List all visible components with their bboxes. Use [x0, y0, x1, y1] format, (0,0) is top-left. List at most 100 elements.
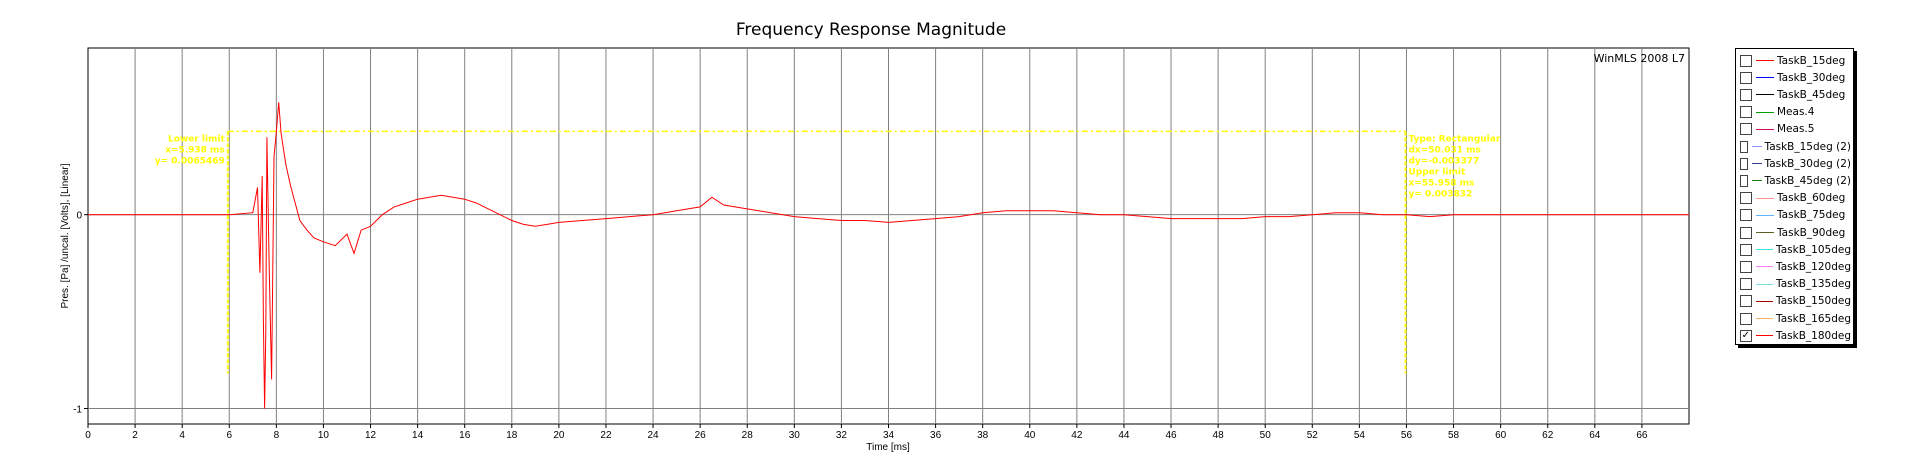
chart-title: Frequency Response Magnitude — [735, 20, 1007, 40]
y-tick-label: 0 — [76, 211, 82, 222]
cursor-upper-label: Upper limit — [1408, 167, 1466, 177]
x-tick-label: 24 — [647, 430, 659, 441]
x-tick-label: 14 — [412, 430, 424, 441]
legend-checkbox[interactable]: ✓ — [1740, 329, 1752, 342]
legend-item[interactable]: Meas.5 — [1738, 121, 1851, 138]
cursor-upper-label: x=55.958 ms — [1408, 178, 1474, 188]
legend-checkbox[interactable] — [1740, 295, 1752, 308]
x-tick-label: 58 — [1448, 430, 1460, 441]
x-tick-label: 28 — [742, 430, 754, 441]
cursor-lower-label: x=5.938 ms — [165, 145, 225, 155]
legend-label: TaskB_180deg — [1776, 329, 1851, 342]
legend-checkbox[interactable] — [1740, 312, 1752, 325]
legend-checkbox[interactable] — [1740, 243, 1752, 256]
x-tick-label: 48 — [1213, 430, 1225, 441]
legend-checkbox[interactable] — [1740, 278, 1752, 291]
legend-item[interactable]: TaskB_30deg — [1738, 69, 1851, 86]
x-tick-label: 38 — [977, 430, 989, 441]
legend-checkbox[interactable] — [1740, 54, 1752, 67]
x-tick-label: 10 — [318, 430, 330, 441]
legend-swatch — [1751, 163, 1762, 165]
legend-item[interactable]: TaskB_75deg — [1738, 207, 1851, 224]
legend-swatch — [1756, 128, 1774, 130]
x-tick-label: 6 — [226, 430, 232, 441]
y-tick-label: -1 — [73, 404, 82, 415]
x-tick-label: 8 — [274, 430, 280, 441]
legend-item[interactable]: TaskB_30deg (2) — [1738, 155, 1851, 172]
legend-label: TaskB_165deg — [1776, 312, 1851, 325]
x-tick-label: 36 — [930, 430, 942, 441]
legend-checkbox[interactable] — [1740, 106, 1752, 119]
legend-checkbox[interactable] — [1740, 174, 1748, 187]
legend-swatch — [1755, 300, 1774, 302]
cursor-lower-label: y= 0.0065469 — [155, 156, 225, 166]
y-axis-label: Pres. [Pa] /uncal. [Volts], [Linear] — [60, 163, 71, 308]
legend-item[interactable]: TaskB_105deg — [1738, 241, 1851, 258]
x-tick-label: 32 — [836, 430, 848, 441]
legend-item[interactable]: TaskB_135deg — [1738, 276, 1851, 293]
y-axis: 0 -1 — [73, 211, 88, 415]
x-tick-label: 16 — [459, 430, 471, 441]
x-tick-label: 4 — [179, 430, 185, 441]
legend-checkbox[interactable] — [1740, 88, 1752, 101]
x-tick-label: 46 — [1165, 430, 1177, 441]
legend-swatch — [1755, 335, 1774, 337]
x-tick-label: 64 — [1589, 430, 1601, 441]
legend-swatch — [1751, 146, 1762, 147]
legend-checkbox[interactable] — [1740, 71, 1752, 84]
legend-item[interactable]: ✓ TaskB_180deg — [1738, 327, 1851, 344]
legend-swatch — [1756, 60, 1774, 61]
legend-label: TaskB_90deg — [1777, 226, 1846, 239]
x-tick-label: 12 — [365, 430, 377, 441]
legend-item[interactable]: TaskB_45deg — [1738, 86, 1851, 103]
legend-item[interactable]: TaskB_120deg — [1738, 258, 1851, 275]
legend-item[interactable]: TaskB_150deg — [1738, 293, 1851, 310]
legend-label: TaskB_150deg — [1776, 295, 1851, 308]
cursor-upper-label: y= 0.003832 — [1408, 189, 1472, 199]
legend-checkbox[interactable] — [1740, 140, 1748, 153]
cursor-lower-label: Lower limit — [168, 134, 226, 144]
cursor-upper-label: dy=-0.003377 — [1408, 156, 1479, 166]
x-tick-label: 22 — [600, 430, 612, 441]
x-tick-label: 2 — [132, 430, 138, 441]
legend-label: TaskB_45deg — [1777, 88, 1846, 101]
x-tick-label: 66 — [1636, 430, 1648, 441]
legend-label: TaskB_120deg — [1776, 260, 1851, 273]
legend-label: Meas.4 — [1777, 106, 1815, 119]
legend-checkbox[interactable] — [1740, 209, 1752, 222]
x-tick-label: 34 — [883, 430, 895, 441]
x-tick-label: 62 — [1542, 430, 1554, 441]
plot-svg: 0 2 4 6 8 10 12 14 16 18 20 22 24 26 28 30 32 34 36 38 40 42 4… — [60, 47, 1690, 453]
legend-swatch — [1755, 249, 1774, 251]
legend-label: TaskB_15deg — [1777, 54, 1846, 67]
x-axis-label: Time [ms] — [866, 442, 910, 453]
legend-item[interactable]: TaskB_165deg — [1738, 310, 1851, 327]
x-tick-label: 30 — [789, 430, 801, 441]
legend-checkbox[interactable] — [1740, 226, 1752, 239]
legend-item[interactable]: TaskB_15deg (2) — [1738, 138, 1851, 155]
legend-label: TaskB_30deg — [1777, 71, 1846, 84]
x-tick-label: 50 — [1260, 430, 1272, 441]
legend-checkbox[interactable] — [1740, 157, 1748, 170]
legend-item[interactable]: Meas.4 — [1738, 104, 1851, 121]
legend-swatch — [1756, 214, 1774, 216]
legend-swatch — [1755, 318, 1774, 319]
legend-checkbox[interactable] — [1740, 260, 1752, 273]
legend-item[interactable]: TaskB_60deg — [1738, 190, 1851, 207]
legend-label: TaskB_15deg (2) — [1764, 140, 1851, 153]
legend-item[interactable]: TaskB_45deg (2) — [1738, 172, 1851, 189]
x-tick-label: 40 — [1024, 430, 1036, 441]
legend-swatch — [1756, 232, 1774, 233]
x-tick-label: 0 — [85, 430, 91, 441]
legend-swatch — [1756, 94, 1774, 96]
legend-label: TaskB_60deg — [1777, 192, 1846, 205]
legend-item[interactable]: TaskB_15deg — [1738, 52, 1851, 69]
legend-checkbox[interactable] — [1740, 192, 1752, 205]
legend-checkbox[interactable] — [1740, 123, 1752, 136]
series-line — [88, 102, 1689, 409]
legend-item[interactable]: TaskB_90deg — [1738, 224, 1851, 241]
legend-label: TaskB_75deg — [1777, 209, 1846, 222]
cursor-upper-label: Type: Rectangular — [1408, 134, 1500, 144]
x-tick-label: 26 — [695, 430, 707, 441]
legend-swatch — [1755, 283, 1774, 285]
